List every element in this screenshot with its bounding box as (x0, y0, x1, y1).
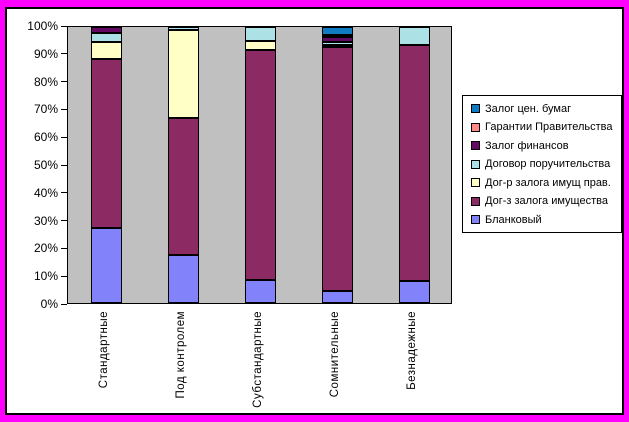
y-tick-mark (61, 275, 67, 277)
legend-swatch (471, 141, 480, 150)
bar-segment[interactable] (168, 254, 199, 303)
legend-swatch (471, 178, 480, 187)
bar-segment[interactable] (91, 42, 122, 59)
y-tick-mark (61, 303, 67, 305)
legend[interactable]: Залог цен. бумаг Гарантии Правительства За… (462, 95, 622, 233)
legend-item-1[interactable]: Залог цен. бумаг (471, 103, 621, 115)
legend-swatch (471, 122, 480, 132)
bar-segment[interactable] (322, 35, 353, 38)
bar-segment[interactable] (322, 42, 353, 45)
legend-item-4[interactable]: Договор поручительства (471, 158, 621, 170)
y-tick-mark (61, 247, 67, 249)
bar-segment[interactable] (91, 228, 122, 303)
y-tick-label: 30% (33, 213, 58, 228)
legend-item-5[interactable]: Дог-р залога имущ прав. (471, 177, 621, 189)
y-tick-mark (61, 192, 67, 194)
bar-segment[interactable] (399, 280, 430, 303)
y-tick-mark (61, 164, 67, 166)
bar-4[interactable] (322, 26, 353, 303)
bar-segment[interactable] (322, 290, 353, 303)
y-tick-label: 90% (33, 46, 58, 61)
chart-canvas[interactable]: 0% 10% 20% 30% 40% 50% 60% 70% 80% 90% 100% Станда… (5, 7, 624, 415)
legend-item-7[interactable]: Бланковый (471, 214, 621, 226)
bar-segment[interactable] (399, 27, 430, 45)
y-tick-label: 10% (33, 269, 58, 284)
legend-swatch (471, 215, 480, 224)
legend-label: Договор поручительства (485, 158, 611, 170)
legend-item-2[interactable]: Гарантии Правительства (471, 121, 621, 133)
y-tick-label: 100% (27, 19, 58, 33)
bar-3[interactable] (245, 27, 276, 303)
legend-swatch (471, 159, 480, 169)
y-tick-label: 20% (33, 241, 58, 256)
bar-segment[interactable] (168, 30, 199, 119)
bar-segment[interactable] (245, 40, 276, 51)
y-tick-mark (61, 25, 67, 27)
y-tick-label: 60% (33, 130, 58, 145)
bar-segment[interactable] (168, 27, 199, 31)
y-tick-mark (61, 220, 67, 222)
legend-label: Дог-р залога имущ прав. (485, 176, 611, 189)
bar-segment[interactable] (322, 44, 353, 47)
legend-swatch (471, 104, 480, 113)
y-tick-mark (61, 81, 67, 83)
legend-swatch (471, 196, 480, 206)
legend-label: Бланковый (485, 213, 542, 226)
plot-area[interactable] (67, 26, 452, 304)
bar-5[interactable] (399, 27, 430, 303)
bar-1[interactable] (91, 27, 122, 303)
bar-segment[interactable] (91, 58, 122, 229)
bar-segment[interactable] (245, 279, 276, 303)
y-tick-mark (61, 136, 67, 138)
bar-segment[interactable] (245, 50, 276, 280)
bar-2[interactable] (168, 27, 199, 303)
y-tick-label: 50% (33, 158, 58, 172)
x-axis-label: Субстандартные (251, 311, 264, 408)
bar-segment[interactable] (399, 44, 430, 281)
y-tick-label: 70% (33, 102, 58, 117)
y-tick-mark (61, 108, 67, 110)
y-tick-label: 0% (40, 297, 58, 311)
legend-item-3[interactable]: Залог финансов (471, 140, 621, 152)
legend-label: Залог цен. бумаг (485, 102, 572, 115)
y-tick-label: 80% (33, 74, 58, 89)
bar-segment[interactable] (168, 118, 199, 255)
legend-label: Гарантии Правительства (485, 121, 613, 133)
x-axis-label: Стандартные (97, 311, 110, 389)
x-axis-label: Под контролем (174, 311, 187, 399)
x-axis-label: Сомнительные (328, 311, 341, 398)
bar-segment[interactable] (322, 37, 353, 43)
legend-label: Дог-з залога имущества (485, 195, 608, 207)
bar-segment[interactable] (245, 27, 276, 41)
bar-segment[interactable] (322, 46, 353, 291)
x-axis-label: Безнадежные (405, 311, 418, 390)
bar-segment[interactable] (91, 27, 122, 33)
y-tick-mark (61, 53, 67, 55)
bar-segment[interactable] (322, 26, 353, 36)
legend-item-6[interactable]: Дог-з залога имущества (471, 195, 621, 207)
legend-label: Залог финансов (485, 139, 569, 152)
bar-segment[interactable] (91, 32, 122, 43)
y-tick-label: 40% (33, 185, 58, 200)
